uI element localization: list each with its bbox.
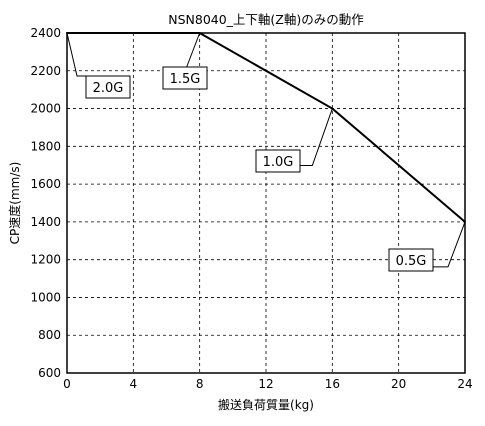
annotation-label: 0.5G	[396, 254, 427, 269]
y-tick-label: 1400	[30, 215, 61, 229]
annotation-leader-line	[300, 108, 333, 167]
y-tick-label: 800	[38, 328, 61, 342]
x-axis-title: 搬送負荷質量(kg)	[218, 397, 314, 412]
x-tick-label: 4	[130, 377, 138, 391]
annotation-callout: 2.0G	[66, 32, 131, 99]
x-tick-label: 20	[391, 377, 406, 391]
annotation-label: 1.0G	[263, 155, 294, 170]
annotation-callout: 1.0G	[255, 108, 333, 173]
x-tick-labels: 0 4 8 12 16 20 24	[63, 377, 472, 391]
x-tick-label: 16	[325, 377, 340, 391]
y-tick-label: 2400	[30, 26, 61, 40]
y-tick-label: 1200	[30, 253, 61, 267]
x-tick-label: 0	[63, 377, 71, 391]
annotation-box	[255, 149, 301, 173]
series-layer	[66, 32, 466, 223]
annotation-leader-line	[186, 32, 201, 68]
x-tick-label: 12	[258, 377, 273, 391]
series-line	[67, 32, 466, 223]
annotation-leader-line	[433, 221, 466, 268]
annotation-label: 1.5G	[170, 72, 201, 87]
annotation-callout: 1.5G	[162, 32, 208, 90]
y-tick-label: 1800	[30, 139, 61, 153]
y-tick-label: 1000	[30, 290, 61, 304]
annotation-box	[388, 248, 434, 272]
x-tick-label: 8	[196, 377, 204, 391]
annotation-label: 2.0G	[93, 81, 124, 96]
y-tick-label: 2200	[30, 64, 61, 78]
annotation-box	[85, 75, 131, 99]
y-tick-label: 2000	[30, 102, 61, 116]
y-axis-title: CP速度(mm/s)	[7, 162, 22, 245]
annotation-box	[162, 66, 208, 90]
annotations: 2.0G 1.5G 1.0G 0.5G	[66, 32, 466, 272]
annotation-leader-line	[66, 32, 86, 77]
x-tick-label: 24	[457, 377, 472, 391]
annotation-callout: 0.5G	[388, 221, 466, 272]
y-tick-label: 1600	[30, 177, 61, 191]
plot-area-border	[66, 32, 466, 374]
y-tick-label: 600	[38, 366, 61, 380]
chart-title: NSN8040_上下軸(Z軸)のみの動作	[168, 12, 364, 27]
y-tick-labels: 600 800 1000 1200 1400 1600 1800 2000 2200 2400	[30, 26, 61, 380]
